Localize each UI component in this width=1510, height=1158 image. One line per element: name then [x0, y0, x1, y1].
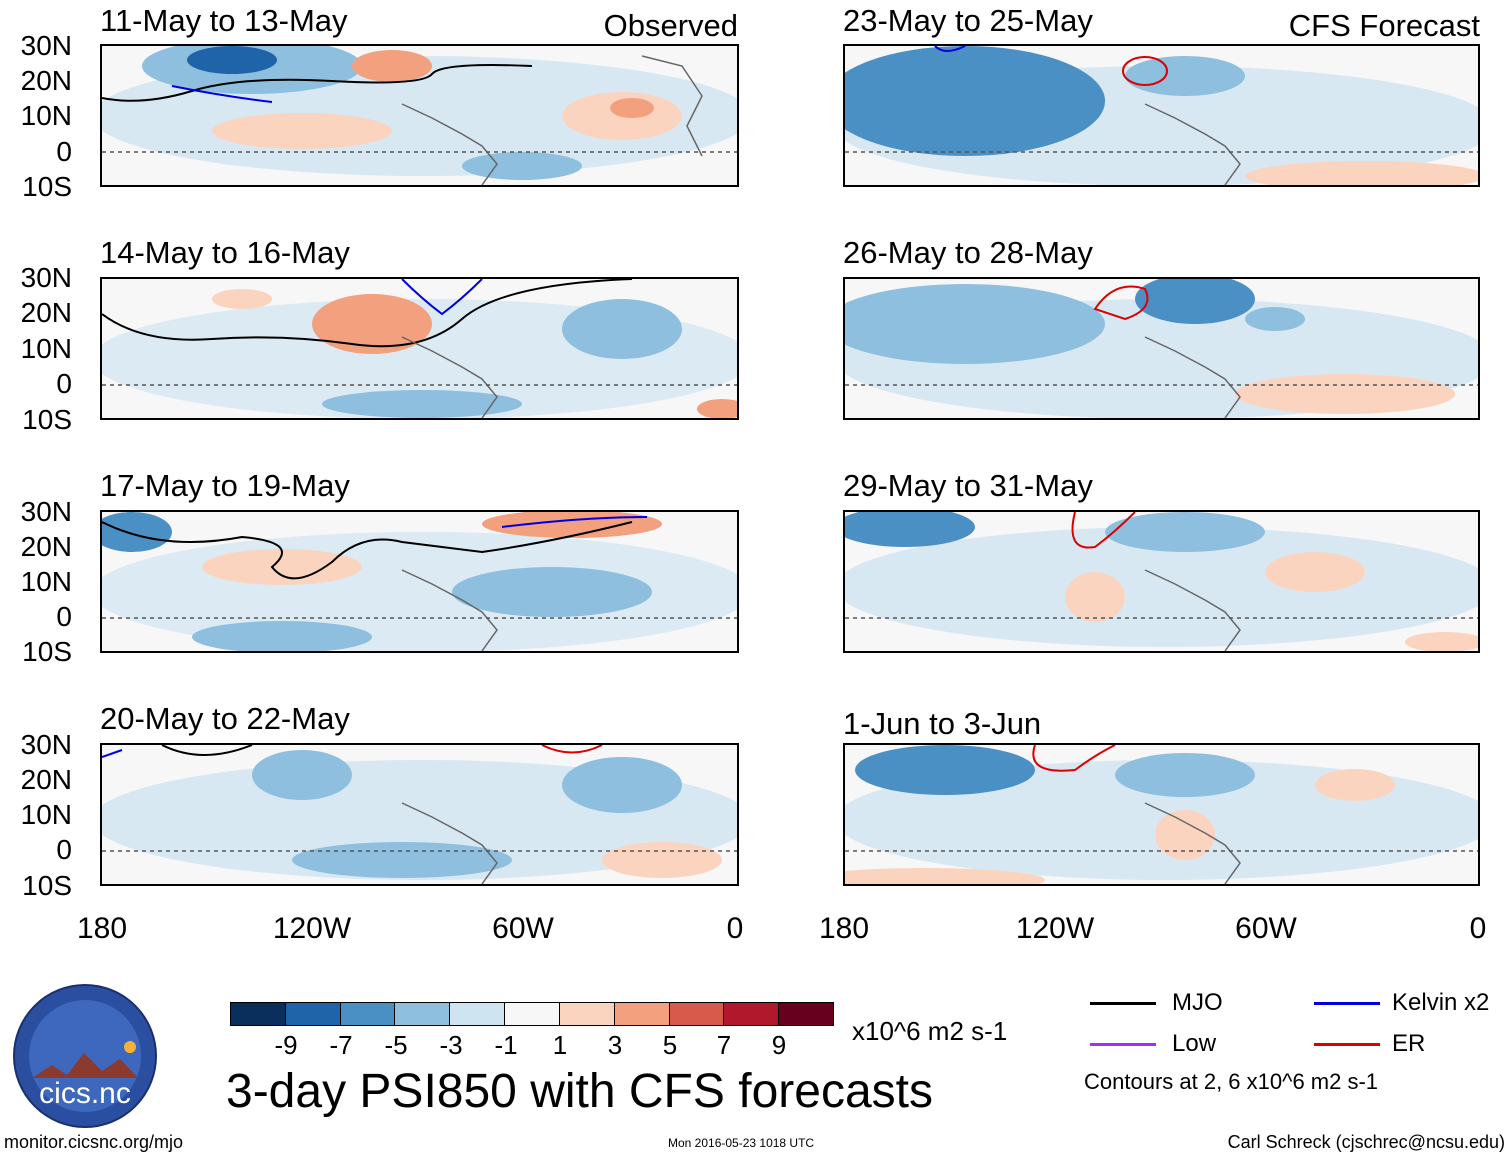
lat-label-10n: 10N: [20, 333, 72, 364]
panel-title-2: 14-May to 16-May: [100, 235, 350, 270]
map-panel-forecast-2: [843, 277, 1480, 420]
colorbar-tick: -7: [329, 1030, 353, 1060]
map-panel-observed-4: [100, 743, 739, 886]
footer-author: Carl Schreck (cjschrec@ncsu.edu): [1227, 1132, 1505, 1152]
colorbar-segment: [285, 1003, 341, 1025]
colorbar-units: x10^6 m2 s-1: [852, 1016, 1008, 1046]
lat-label-10n: 10N: [20, 566, 72, 597]
lat-label-30n: 30N: [20, 262, 72, 293]
panel-title-7: 29-May to 31-May: [843, 468, 1093, 503]
map-panel-observed-1: [100, 44, 739, 187]
colorbar-segment: [779, 1003, 833, 1025]
lat-label-10n: 10N: [20, 100, 72, 131]
legend-line-kelvin: [1314, 1002, 1380, 1005]
legend-note: Contours at 2, 6 x10^6 m2 s-1: [1084, 1069, 1379, 1094]
map-panel-forecast-3: [843, 510, 1480, 653]
legend-label-er: ER: [1392, 1030, 1426, 1057]
lon-label-60w: 60W: [1235, 912, 1297, 945]
panel-title-5: 23-May to 25-May: [843, 3, 1093, 38]
panel-title-4: 20-May to 22-May: [100, 701, 350, 736]
lat-label-0: 0: [56, 136, 72, 167]
colorbar-segment: [450, 1003, 506, 1025]
panel-title-8: 1-Jun to 3-Jun: [843, 706, 1042, 741]
lon-label-0: 0: [1469, 912, 1487, 945]
colorbar-segment: [505, 1003, 560, 1025]
lon-label-120w: 120W: [272, 912, 352, 945]
lon-label-180: 180: [818, 912, 870, 945]
lat-label-20n: 20N: [20, 764, 72, 795]
colorbar-segment: [559, 1003, 615, 1025]
colorbar-tick: 9: [771, 1030, 787, 1060]
map-panel-forecast-4: [843, 743, 1480, 886]
colorbar-tick: 1: [552, 1030, 568, 1060]
lon-label-0: 0: [726, 912, 744, 945]
legend-label-mjo: MJO: [1172, 989, 1223, 1016]
lat-label-0: 0: [56, 368, 72, 399]
legend-label-low: Low: [1172, 1030, 1217, 1057]
lat-label-20n: 20N: [20, 297, 72, 328]
colorbar-tick: 3: [607, 1030, 623, 1060]
lat-label-0: 0: [56, 601, 72, 632]
lat-label-30n: 30N: [20, 30, 72, 61]
panel-title-6: 26-May to 28-May: [843, 235, 1093, 270]
cicsnc-logo: cics.nc: [12, 983, 158, 1129]
colorbar-segment: [724, 1003, 780, 1025]
footer-timestamp: Mon 2016-05-23 1018 UTC: [668, 1136, 815, 1150]
map-panel-observed-3: [100, 510, 739, 653]
lat-label-10s: 10S: [22, 636, 72, 667]
panel-label-cfs-forecast: CFS Forecast: [1288, 8, 1480, 43]
colorbar-tick: -5: [384, 1030, 408, 1060]
main-title: 3-day PSI850 with CFS forecasts: [226, 1065, 933, 1118]
lat-label-0: 0: [56, 834, 72, 865]
panel-title-1: 11-May to 13-May: [100, 3, 348, 38]
legend-line-er: [1314, 1043, 1380, 1046]
lat-label-30n: 30N: [20, 496, 72, 527]
map-panel-forecast-1: [843, 44, 1480, 187]
legend-line-low: [1090, 1043, 1156, 1046]
colorbar-tick: -3: [439, 1030, 463, 1060]
logo-text: cics.nc: [39, 1077, 131, 1110]
colorbar-segment: [231, 1003, 286, 1025]
panel-title-3: 17-May to 19-May: [100, 468, 350, 503]
panel-label-observed: Observed: [603, 8, 738, 43]
colorbar-segment: [614, 1003, 670, 1025]
lat-label-10s: 10S: [22, 171, 72, 202]
lon-label-120w: 120W: [1015, 912, 1095, 945]
colorbar-tick: 5: [662, 1030, 678, 1060]
colorbar-segment: [395, 1003, 451, 1025]
legend-label-kelvin: Kelvin x2: [1392, 989, 1490, 1016]
lat-label-10s: 10S: [22, 404, 72, 435]
lat-label-30n: 30N: [20, 729, 72, 760]
colorbar-segment: [340, 1003, 396, 1025]
footer-source-url: monitor.cicsnc.org/mjo: [4, 1132, 184, 1152]
lat-label-20n: 20N: [20, 65, 72, 96]
map-panel-observed-2: [100, 277, 739, 420]
legend-line-mjo: [1090, 1002, 1156, 1005]
lon-label-180: 180: [76, 912, 128, 945]
colorbar-tick: -9: [274, 1030, 298, 1060]
colorbar-tick: -1: [494, 1030, 518, 1060]
colorbar-segment: [669, 1003, 725, 1025]
colorbar-tick: 7: [716, 1030, 732, 1060]
lat-label-10s: 10S: [22, 870, 72, 901]
lat-label-20n: 20N: [20, 531, 72, 562]
lat-label-10n: 10N: [20, 799, 72, 830]
lon-label-60w: 60W: [492, 912, 554, 945]
